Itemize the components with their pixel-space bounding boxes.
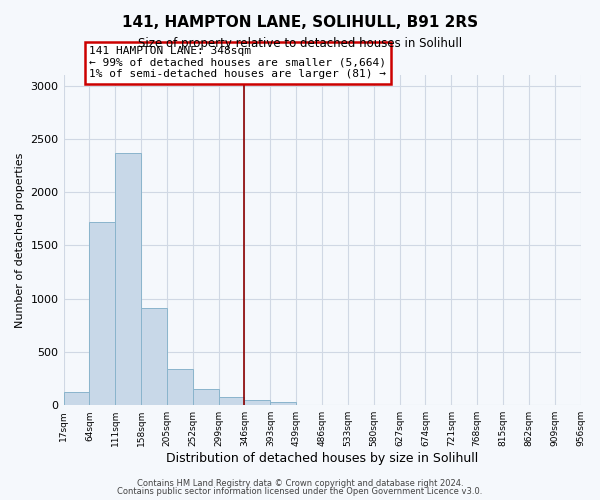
Bar [167, 369, 193, 405]
Bar [218, 396, 244, 405]
Bar [193, 388, 218, 405]
Bar [322, 404, 348, 405]
Bar [141, 308, 167, 405]
X-axis label: Distribution of detached houses by size in Solihull: Distribution of detached houses by size … [166, 452, 478, 465]
Text: Contains HM Land Registry data © Crown copyright and database right 2024.: Contains HM Land Registry data © Crown c… [137, 478, 463, 488]
Bar [64, 392, 89, 405]
Bar [296, 404, 322, 405]
Bar [89, 222, 115, 405]
Text: Size of property relative to detached houses in Solihull: Size of property relative to detached ho… [138, 38, 462, 51]
Text: 141 HAMPTON LANE: 348sqm
← 99% of detached houses are smaller (5,664)
1% of semi: 141 HAMPTON LANE: 348sqm ← 99% of detach… [89, 46, 386, 80]
Bar [115, 153, 141, 405]
Text: Contains public sector information licensed under the Open Government Licence v3: Contains public sector information licen… [118, 487, 482, 496]
Text: 141, HAMPTON LANE, SOLIHULL, B91 2RS: 141, HAMPTON LANE, SOLIHULL, B91 2RS [122, 15, 478, 30]
Y-axis label: Number of detached properties: Number of detached properties [15, 152, 25, 328]
Bar [244, 400, 271, 405]
Bar [271, 402, 296, 405]
